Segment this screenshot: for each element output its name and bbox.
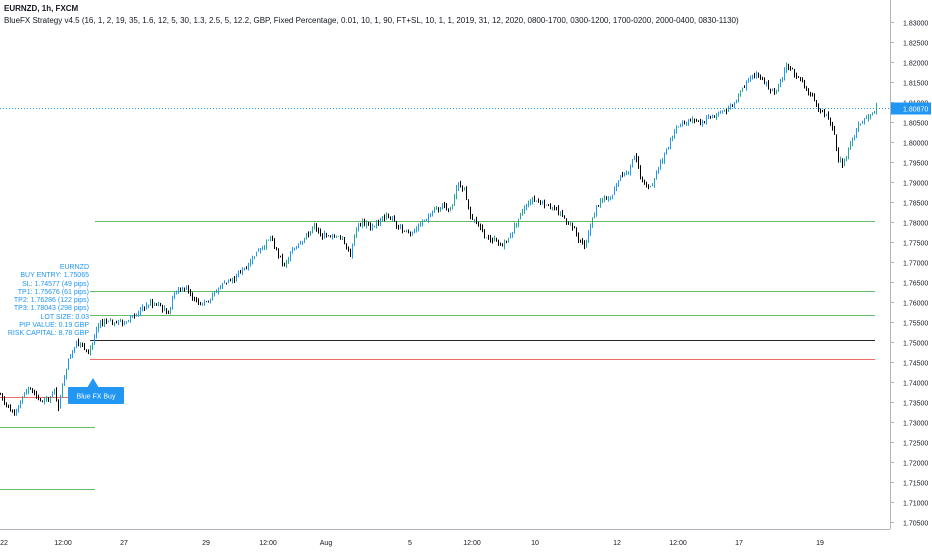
y-tick-label: 1.74000 [903, 381, 928, 388]
y-tick-label: 1.76500 [903, 281, 928, 288]
x-tick-label: 5 [408, 540, 412, 547]
y-tick-label: 1.71500 [903, 481, 928, 488]
y-tick-label: 1.74500 [903, 361, 928, 368]
y-tick-label: 1.78000 [903, 221, 928, 228]
y-tick-label: 1.78500 [903, 201, 928, 208]
last-price-badge [891, 102, 931, 115]
x-tick-label: 17 [735, 540, 743, 547]
y-tick-label: 1.80000 [903, 141, 928, 148]
info-tp3: TP3: 1.78043 (298 pips) [13, 305, 89, 313]
info-risk-capital: RISK CAPITAL: 8.78 GBP [7, 330, 89, 338]
y-tick-label: 1.79500 [903, 161, 928, 168]
info-buy-entry: BUY ENTRY: 1.75065 [20, 272, 89, 280]
x-tick-label: 27 [120, 540, 128, 547]
buy-signal-label[interactable]: Blue FX Buy [77, 394, 116, 401]
strategy-parameters: BlueFX Strategy v4.5 (16, 1, 2, 19, 35, … [4, 16, 739, 25]
y-tick-label: 1.79000 [903, 181, 928, 188]
y-tick-label: 1.73500 [903, 401, 928, 408]
x-tick-label: 19 [816, 540, 824, 547]
info-lot-size: LOT SIZE: 0.03 [40, 313, 89, 321]
info-sl: SL: 1.74577 (49 pips) [22, 280, 89, 288]
x-tick-label: 10 [531, 540, 539, 547]
x-tick-label: 12:00 [669, 540, 687, 547]
y-tick-label: 1.70500 [903, 521, 928, 528]
x-tick-label: 12:00 [54, 540, 72, 547]
x-tick-label: 12:00 [259, 540, 277, 547]
info-symbol: EURNZD [59, 264, 89, 271]
y-tick-label: 1.73000 [903, 421, 928, 428]
buy-signal-arrow-icon [87, 378, 99, 388]
buy-signal-label-box[interactable] [68, 387, 124, 404]
y-tick-label: 1.82500 [903, 41, 928, 48]
y-tick-label: 1.72000 [903, 461, 928, 468]
x-tick-label: 12:00 [463, 540, 481, 547]
trade-info-panel: EURNZD BUY ENTRY: 1.75065 SL: 1.74577 (4… [8, 264, 89, 339]
y-tick-label: 1.76000 [903, 301, 928, 308]
y-tick-label: 1.77500 [903, 241, 928, 248]
y-tick-label: 1.75000 [903, 341, 928, 348]
x-tick-label: 12 [613, 540, 621, 547]
y-tick-label: 1.75500 [903, 321, 928, 328]
y-tick-label: 1.82000 [903, 61, 928, 68]
symbol-title: EURNZD, 1h, FXCM [4, 4, 79, 13]
last-price-text: 1.80870 [903, 107, 928, 114]
info-tp2: TP2: 1.76286 (122 pips) [13, 297, 89, 305]
x-tick-label: 29 [202, 540, 210, 547]
y-tick-label: 1.72500 [903, 441, 928, 448]
x-tick-label: Aug [320, 540, 333, 547]
x-tick-label: 22 [0, 540, 8, 547]
y-tick-label: 1.81500 [903, 81, 928, 88]
y-tick-label: 1.83000 [903, 21, 928, 28]
y-tick-label: 1.77000 [903, 261, 928, 268]
y-tick-label: 1.71000 [903, 501, 928, 508]
info-tp1: TP1: 1.75676 (61 pips) [17, 288, 89, 296]
y-tick-label: 1.80500 [903, 121, 928, 128]
info-pip-value: PIP VALUE: 0.19 GBP [19, 322, 89, 330]
